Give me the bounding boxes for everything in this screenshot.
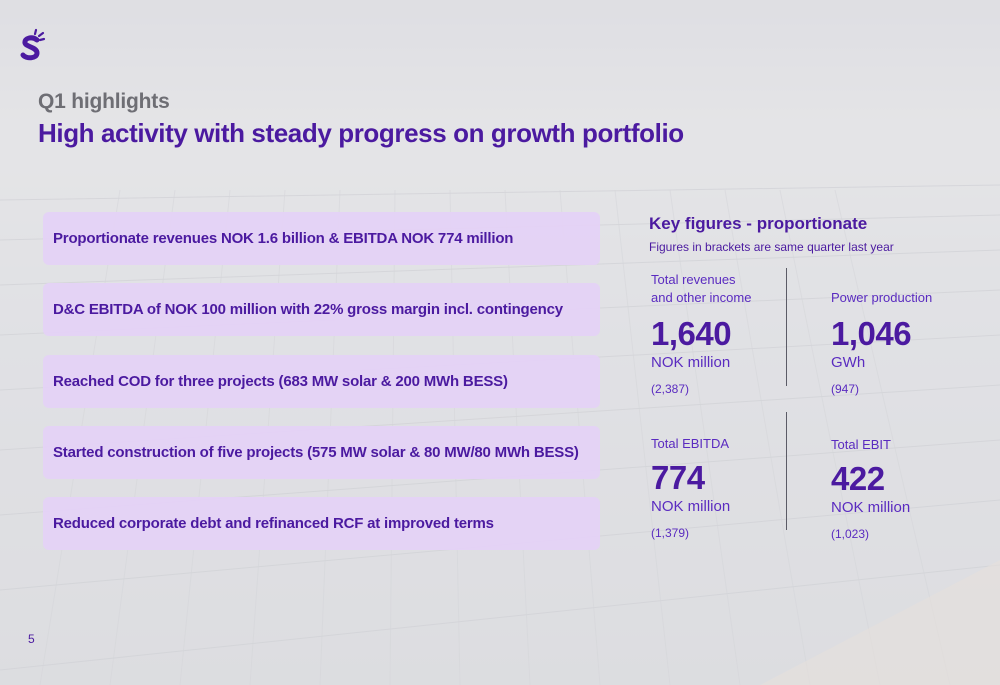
page-number: 5 [28,632,35,646]
metrics-divider [786,268,787,386]
metric-previous: (1,023) [831,527,870,541]
metric-label: Power production [831,290,933,305]
metric-label: Total EBITDA [651,436,730,451]
metric-value: 1,046 [831,315,912,352]
metric-unit: NOK million [831,499,911,516]
metric-label: Total EBIT [831,437,891,452]
page-subtitle: Q1 highlights [38,90,170,113]
metric-previous: (2,387) [651,382,690,396]
highlight-box: Reduced corporate debt and refinanced RC… [43,497,600,550]
highlight-box: Reached COD for three projects (683 MW s… [43,355,600,408]
highlight-box: D&C EBITDA of NOK 100 million with 22% g… [43,283,600,336]
metric-label: and other income [651,290,752,305]
metric-previous: (1,379) [651,526,690,540]
metric-label: Total revenues [651,272,736,287]
metric-unit: NOK million [651,498,731,515]
key-figures-note: Figures in brackets are same quarter las… [649,240,894,254]
metric-total-ebit: Total EBIT 422 NOK million (1,023) [831,436,910,542]
metric-value: 774 [651,459,705,496]
metric-total-ebitda: Total EBITDA 774 NOK million (1,379) [651,435,730,541]
highlight-box: Started construction of five projects (5… [43,426,600,479]
company-logo-icon [20,28,46,62]
metric-value: 1,640 [651,315,732,352]
metric-unit: NOK million [651,354,731,371]
highlight-box: Proportionate revenues NOK 1.6 billion &… [43,212,600,265]
metric-total-revenues: Total revenues and other income 1,640 NO… [651,271,751,397]
metric-power-production: Power production 1,046 GWh (947) [831,289,932,397]
metric-unit: GWh [831,354,866,371]
metric-value: 422 [831,460,885,497]
metric-previous: (947) [831,382,860,396]
page-title: High activity with steady progress on gr… [38,118,684,148]
key-figures-title: Key figures - proportionate [649,214,868,233]
metrics-divider [786,412,787,530]
